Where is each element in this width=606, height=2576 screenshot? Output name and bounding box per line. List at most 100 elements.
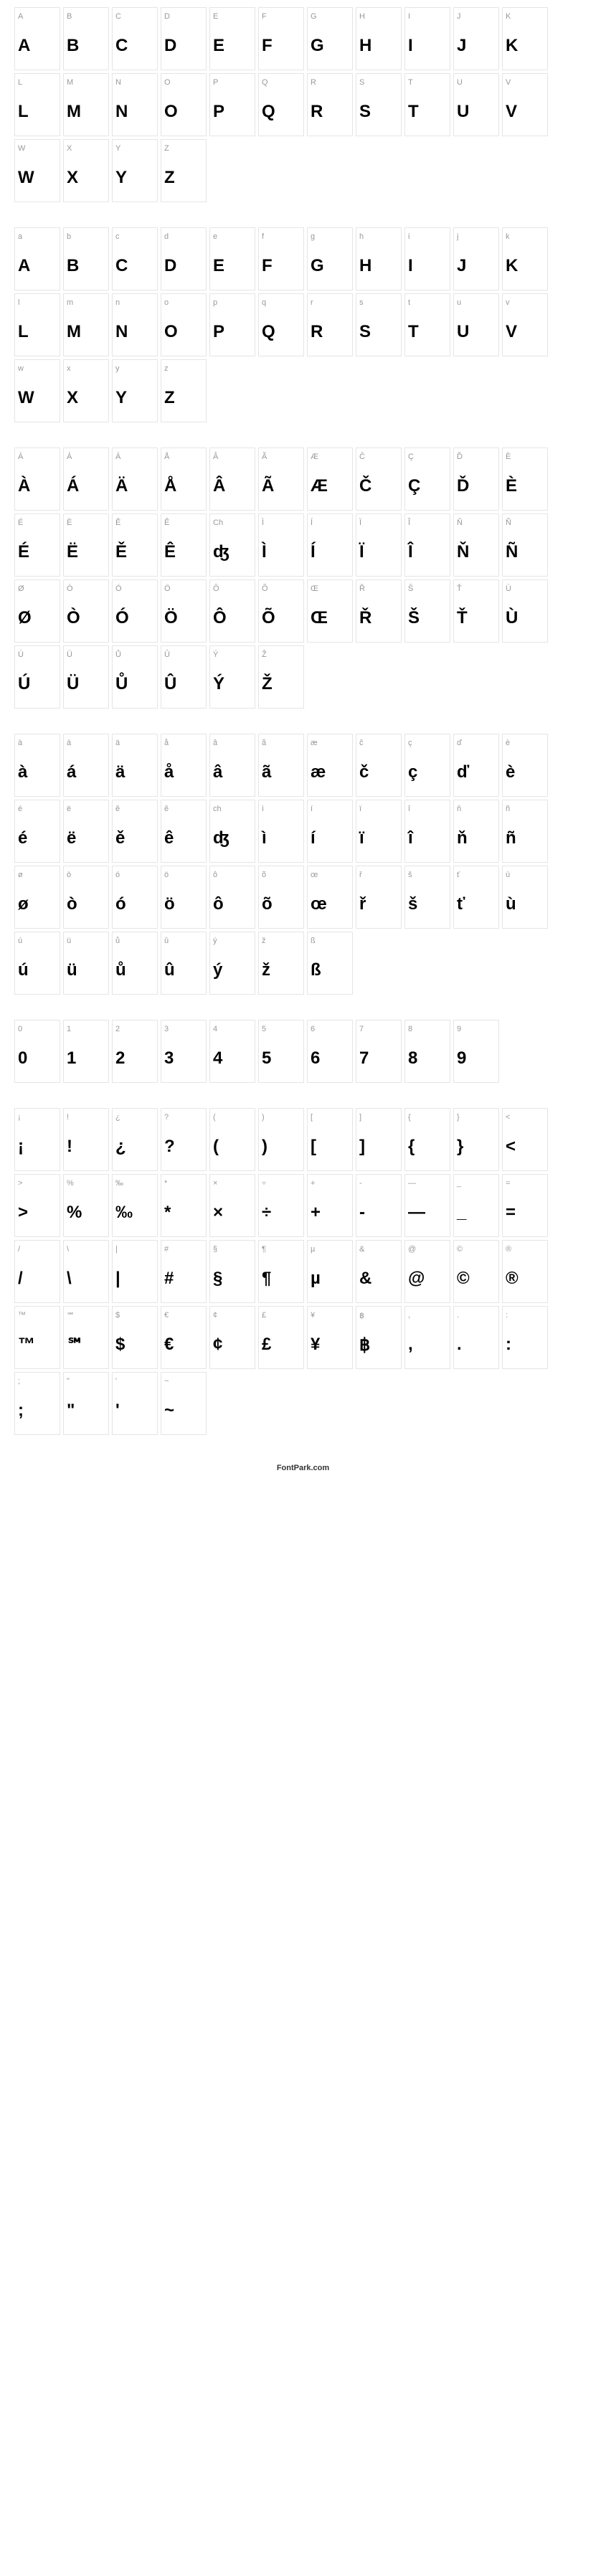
glyph-char: Ö	[164, 599, 203, 638]
glyph-cell: //	[14, 1240, 60, 1303]
glyph-cell: ——	[404, 1174, 450, 1237]
glyph-char: G	[311, 247, 349, 285]
glyph-char: Ã	[262, 467, 300, 506]
glyph-cell: ìì	[258, 800, 304, 863]
glyph-char: ž	[262, 951, 300, 990]
glyph-char: Z	[164, 379, 203, 417]
glyph-char: ó	[115, 885, 154, 924]
glyph-cell: ¶¶	[258, 1240, 304, 1303]
glyph-cell: ??	[161, 1108, 207, 1171]
glyph-char: C	[115, 247, 154, 285]
glyph-char: ů	[115, 951, 154, 990]
glyph-label: §	[213, 1245, 252, 1259]
glyph-char: Œ	[311, 599, 349, 638]
glyph-label: \	[67, 1245, 105, 1259]
glyph-char: ×	[213, 1193, 252, 1232]
glyph-char: >	[18, 1193, 57, 1232]
glyph-cell: §§	[209, 1240, 255, 1303]
glyph-cell: sS	[356, 293, 402, 356]
glyph-char: ]	[359, 1127, 398, 1166]
glyph-label: o	[164, 298, 203, 313]
glyph-label: è	[506, 739, 544, 753]
glyph-label: O	[164, 78, 203, 93]
glyph-cell: 88	[404, 1020, 450, 1083]
glyph-cell: 44	[209, 1020, 255, 1083]
glyph-label: Ä	[115, 453, 154, 467]
glyph-cell: ŠŠ	[404, 579, 450, 643]
glyph-char: Ž	[262, 665, 300, 704]
glyph-char: %	[67, 1193, 105, 1232]
glyph-char: ì	[262, 819, 300, 858]
glyph-cell: ÒÒ	[63, 579, 109, 643]
glyph-label: W	[18, 144, 57, 158]
glyph-cell: PP	[209, 73, 255, 136]
glyph-char: B	[67, 27, 105, 65]
glyph-char: B	[67, 247, 105, 285]
glyph-label: ÷	[262, 1179, 300, 1193]
glyph-char: {	[408, 1127, 447, 1166]
glyph-char: 0	[18, 1039, 57, 1078]
glyph-cell: FF	[258, 7, 304, 70]
glyph-label: F	[262, 12, 300, 27]
glyph-char: Ň	[457, 533, 496, 572]
glyph-cell: ''	[112, 1372, 158, 1435]
glyph-char: G	[311, 27, 349, 65]
glyph-cell: MM	[63, 73, 109, 136]
glyph-label: "	[67, 1377, 105, 1391]
glyph-cell: ÷÷	[258, 1174, 304, 1237]
glyph-cell: öö	[161, 866, 207, 929]
glyph-label: s	[359, 298, 398, 313]
glyph-label: ฿	[359, 1311, 398, 1325]
glyph-char: U	[457, 313, 496, 351]
glyph-cell: XX	[63, 139, 109, 202]
glyph-char: Z	[164, 158, 203, 197]
glyph-label: ?	[164, 1113, 203, 1127]
glyph-label: 7	[359, 1025, 398, 1039]
glyph-char: Û	[164, 665, 203, 704]
glyph-cell: ÃÃ	[258, 448, 304, 511]
glyph-cell: ěě	[112, 800, 158, 863]
glyph-label: ¥	[311, 1311, 349, 1325]
glyph-cell: WW	[14, 139, 60, 202]
glyph-label: Æ	[311, 453, 349, 467]
glyph-label: Ö	[164, 584, 203, 599]
glyph-label: ~	[164, 1377, 203, 1391]
glyph-cell: éé	[14, 800, 60, 863]
glyph-label: 0	[18, 1025, 57, 1039]
glyph-grid: ààááääååââããææččççďďèèééëëěěêêchʤììííïïî…	[14, 734, 592, 995]
glyph-cell: ™™	[14, 1306, 60, 1369]
glyph-cell: [[	[307, 1108, 353, 1171]
glyph-char: å	[164, 753, 203, 792]
glyph-cell: CC	[112, 7, 158, 70]
glyph-char: ¥	[311, 1325, 349, 1364]
glyph-label: r	[311, 298, 349, 313]
glyph-label: ù	[506, 871, 544, 885]
glyph-label: %	[67, 1179, 105, 1193]
glyph-label: l	[18, 298, 57, 313]
glyph-cell: ""	[63, 1372, 109, 1435]
glyph-char: ÷	[262, 1193, 300, 1232]
glyph-label: ‰	[115, 1179, 154, 1193]
glyph-char: Ú	[18, 665, 57, 704]
glyph-label: â	[213, 739, 252, 753]
glyph-label: Á	[67, 453, 105, 467]
glyph-label: ò	[67, 871, 105, 885]
glyph-cell: ËË	[63, 513, 109, 577]
glyph-char: ¢	[213, 1325, 252, 1364]
section-symbols: ¡¡!!¿¿??(())[[]]{{}}<<>>%%‰‰**××÷÷++--——…	[14, 1108, 592, 1435]
glyph-char: T	[408, 313, 447, 351]
glyph-cell: ℠℠	[63, 1306, 109, 1369]
glyph-cell: ||	[112, 1240, 158, 1303]
glyph-label: 2	[115, 1025, 154, 1039]
glyph-char: }	[457, 1127, 496, 1166]
glyph-char: H	[359, 247, 398, 285]
glyph-label: Ô	[213, 584, 252, 599]
glyph-cell: uU	[453, 293, 499, 356]
glyph-char: Ť	[457, 599, 496, 638]
glyph-cell: ==	[502, 1174, 548, 1237]
glyph-label: ©	[457, 1245, 496, 1259]
glyph-cell: ČČ	[356, 448, 402, 511]
glyph-cell: GG	[307, 7, 353, 70]
glyph-char: Ï	[359, 533, 398, 572]
glyph-char: J	[457, 27, 496, 65]
